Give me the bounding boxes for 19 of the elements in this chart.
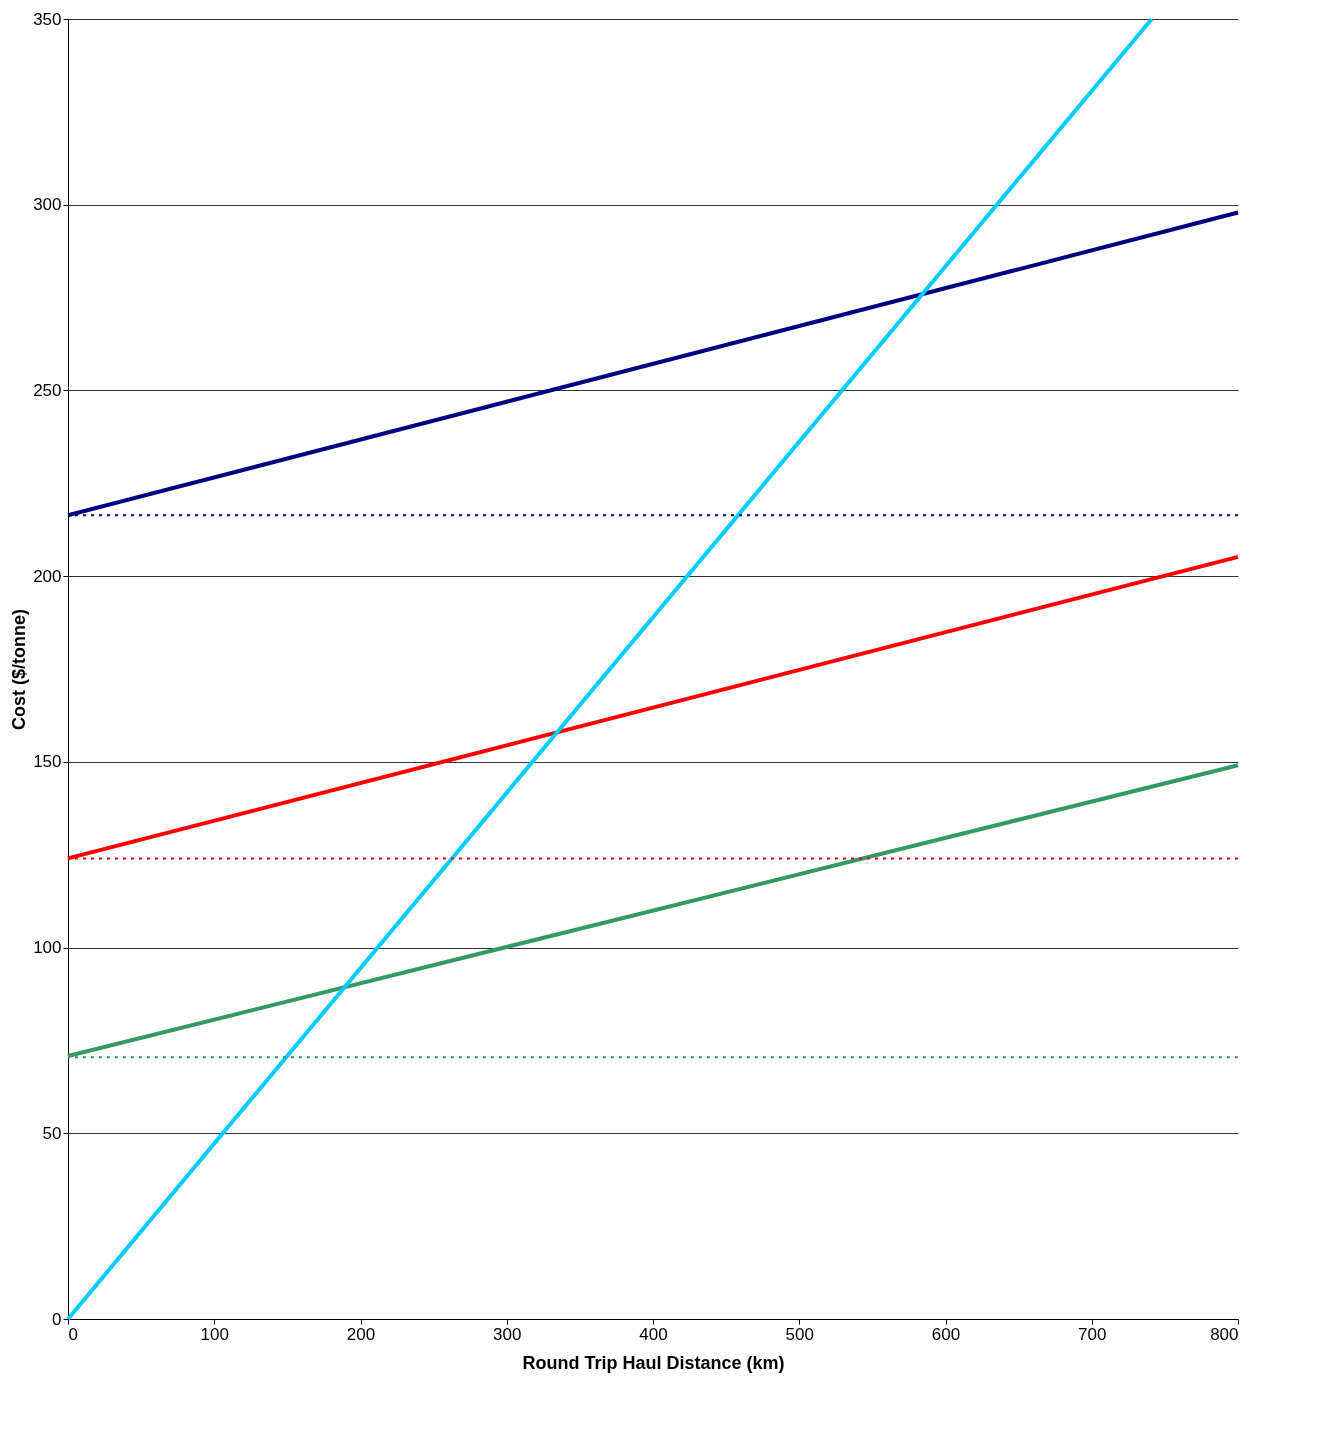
x-tick-label: 800 (1210, 1324, 1239, 1344)
y-tick-label: 300 (33, 195, 62, 215)
x-tick-label: 600 (931, 1324, 961, 1344)
y-tick-label: 350 (33, 9, 62, 29)
x-tick-label: 300 (493, 1324, 522, 1344)
y-tick-label: 250 (33, 380, 62, 400)
y-tick-label: 0 (52, 1309, 62, 1329)
y-tick-label: 200 (33, 566, 62, 586)
y-axis-title: Cost ($/tonne) (9, 609, 30, 730)
x-tick-label: 100 (200, 1324, 229, 1344)
x-tick-label: 700 (1078, 1324, 1107, 1344)
x-tick-label: 200 (346, 1324, 376, 1344)
x-tick-label: 400 (639, 1324, 668, 1344)
y-tick-label: 100 (33, 938, 62, 958)
y-tick-label: 150 (33, 752, 62, 772)
y-tick-label: 50 (42, 1123, 62, 1143)
x-axis-title: Round Trip Haul Distance (km) (522, 1352, 785, 1373)
x-tick-label: 500 (785, 1324, 814, 1344)
x-tick-label: 0 (68, 1324, 78, 1344)
